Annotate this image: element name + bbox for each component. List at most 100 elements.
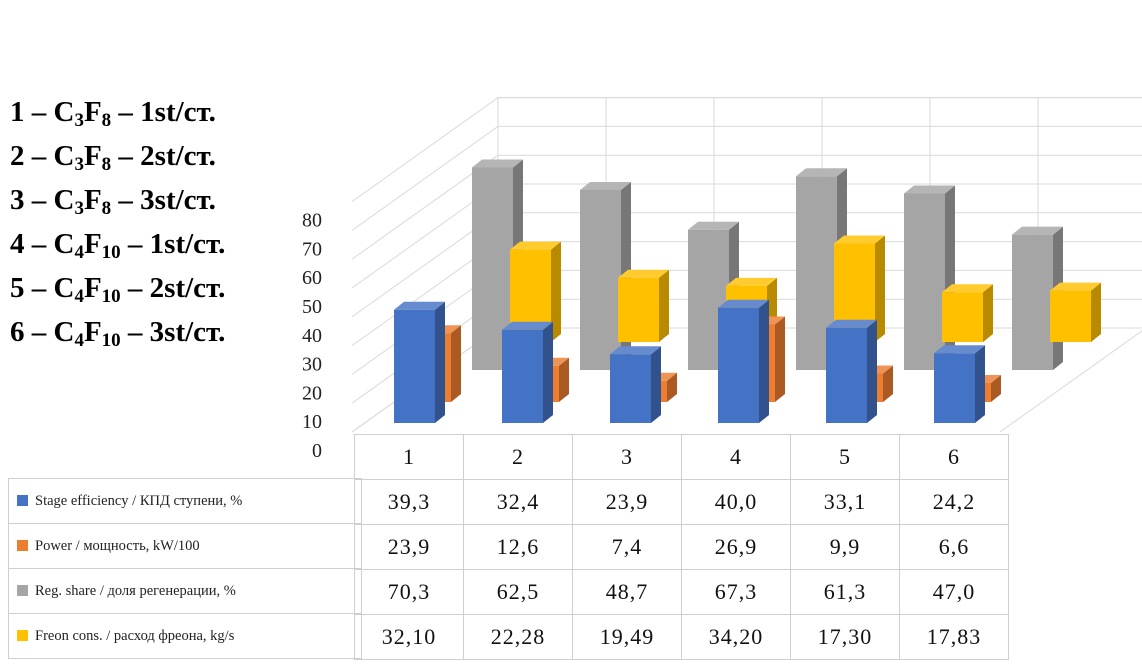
series-row: Freon cons. / расход фреона, kg/s bbox=[8, 613, 362, 659]
data-value: 67,3 bbox=[681, 569, 791, 615]
data-value: 12,6 bbox=[463, 524, 573, 570]
category-label: 6 bbox=[899, 434, 1009, 480]
data-value: 22,28 bbox=[463, 614, 573, 660]
y-tick-label: 20 bbox=[302, 382, 322, 404]
data-value: 70,3 bbox=[354, 569, 464, 615]
legend-stage: 2st/ст. bbox=[149, 272, 226, 304]
formula-subscript: 4 bbox=[74, 286, 84, 307]
series-name: Reg. share / доля регенерации, % bbox=[35, 582, 236, 599]
y-tick-label: 50 bbox=[302, 296, 322, 318]
formula-subscript: 10 bbox=[101, 330, 121, 351]
y-tick-label: 30 bbox=[302, 354, 322, 376]
formula-subscript: 3 bbox=[74, 110, 84, 131]
formula-subscript: 3 bbox=[74, 154, 84, 175]
data-value: 17,83 bbox=[899, 614, 1009, 660]
formula-element: C bbox=[53, 184, 75, 216]
legend-number: 6 bbox=[10, 316, 25, 348]
data-value: 7,4 bbox=[572, 524, 682, 570]
data-value: 40,0 bbox=[681, 479, 791, 525]
legend-stage: 3st/ст. bbox=[140, 184, 216, 216]
formula-element: F bbox=[83, 316, 102, 348]
fluid-legend-item: 6 – C4F10 – 3st/ст. bbox=[10, 316, 226, 351]
series-swatch-icon bbox=[17, 539, 28, 551]
y-tick-label: 10 bbox=[302, 411, 322, 433]
data-row: 32,10 22,28 19,49 34,20 17,30 17,83 bbox=[354, 614, 1009, 660]
data-value: 9,9 bbox=[790, 524, 900, 570]
series-name: Stage efficiency / КПД ступени, % bbox=[35, 492, 243, 509]
data-value: 24,2 bbox=[899, 479, 1009, 525]
bar-series-4-cat-4 bbox=[834, 235, 885, 342]
fluid-legend-item: 1 – C3F8 – 1st/ст. bbox=[10, 96, 216, 131]
data-value: 19,49 bbox=[572, 614, 682, 660]
formula-subscript: 8 bbox=[101, 110, 112, 131]
category-label: 5 bbox=[790, 434, 900, 480]
data-value: 23,9 bbox=[572, 479, 682, 525]
data-value: 61,3 bbox=[790, 569, 900, 615]
y-tick-label: 60 bbox=[302, 267, 322, 289]
formula-subscript: 8 bbox=[101, 198, 112, 219]
y-tick-label: 80 bbox=[302, 210, 322, 232]
formula-element: F bbox=[83, 140, 102, 172]
bar-series-4-cat-1 bbox=[510, 241, 561, 342]
fluid-legend-item: 4 – C4F10 – 1st/ст. bbox=[10, 228, 226, 263]
legend-number: 1 bbox=[10, 96, 25, 128]
formula-element: F bbox=[83, 228, 102, 260]
formula-element: C bbox=[53, 272, 75, 304]
formula-subscript: 10 bbox=[101, 286, 121, 307]
y-tick-label: 70 bbox=[302, 238, 322, 260]
series-legend-cell: Power / мощность, kW/100 bbox=[8, 523, 362, 569]
legend-stage: 1st/ст. bbox=[140, 96, 216, 128]
series-row: Reg. share / доля регенерации, % bbox=[8, 568, 362, 614]
y-tick-label: 40 bbox=[302, 325, 322, 347]
formula-subscript: 4 bbox=[74, 330, 84, 351]
legend-stage: 1st/ст. bbox=[149, 228, 226, 260]
data-row: 39,3 32,4 23,9 40,0 33,1 24,2 bbox=[354, 479, 1009, 525]
formula-element: C bbox=[53, 140, 75, 172]
data-value: 48,7 bbox=[572, 569, 682, 615]
series-legend-table: Stage efficiency / КПД ступени, % Power /… bbox=[8, 478, 362, 659]
bar-series-3-cat-5 bbox=[904, 185, 955, 370]
bar-series-4-cat-6 bbox=[1050, 282, 1101, 342]
data-value: 6,6 bbox=[899, 524, 1009, 570]
formula-subscript: 4 bbox=[74, 242, 84, 263]
data-value: 47,0 bbox=[899, 569, 1009, 615]
side-gridline bbox=[351, 125, 499, 231]
formula-element: C bbox=[53, 96, 75, 128]
series-row: Stage efficiency / КПД ступени, % bbox=[8, 478, 362, 524]
bar-series-1-cat-5 bbox=[826, 319, 877, 423]
series-legend-cell: Stage efficiency / КПД ступени, % bbox=[8, 478, 362, 524]
category-label: 1 bbox=[354, 434, 464, 480]
fluid-legend-item: 2 – C3F8 – 2st/ст. bbox=[10, 140, 216, 175]
category-label: 3 bbox=[572, 434, 682, 480]
legend-number: 4 bbox=[10, 228, 25, 260]
data-value: 39,3 bbox=[354, 479, 464, 525]
series-swatch-icon bbox=[17, 584, 28, 596]
fluid-legend-item: 5 – C4F10 – 2st/ст. bbox=[10, 272, 226, 307]
formula-element: F bbox=[83, 184, 102, 216]
bar-series-4-cat-5 bbox=[942, 284, 993, 342]
formula-element: C bbox=[53, 228, 75, 260]
side-gridline bbox=[351, 97, 499, 203]
legend-number: 2 bbox=[10, 140, 25, 172]
data-value: 32,10 bbox=[354, 614, 464, 660]
formula-subscript: 3 bbox=[74, 198, 84, 219]
formula-element: F bbox=[83, 272, 102, 304]
series-name: Freon cons. / расход фреона, kg/s bbox=[35, 627, 235, 644]
data-value: 23,9 bbox=[354, 524, 464, 570]
formula-subscript: 8 bbox=[101, 154, 112, 175]
bar-series-4-cat-2 bbox=[618, 269, 669, 342]
fluid-legend: 1 – C3F8 – 1st/ст. 2 – C3F8 – 2st/ст. 3 – … bbox=[10, 92, 225, 356]
data-value: 34,20 bbox=[681, 614, 791, 660]
y-tick-label: 0 bbox=[312, 440, 322, 462]
series-legend-cell: Freon cons. / расход фреона, kg/s bbox=[8, 613, 362, 659]
legend-stage: 3st/ст. bbox=[149, 316, 226, 348]
bar-series-1-cat-2 bbox=[502, 321, 553, 423]
fluid-legend-item: 3 – C3F8 – 3st/ст. bbox=[10, 184, 216, 219]
category-label: 2 bbox=[463, 434, 573, 480]
legend-number: 5 bbox=[10, 272, 25, 304]
floor-edge bbox=[999, 330, 1142, 433]
legend-stage: 2st/ст. bbox=[140, 140, 216, 172]
series-name: Power / мощность, kW/100 bbox=[35, 537, 200, 554]
